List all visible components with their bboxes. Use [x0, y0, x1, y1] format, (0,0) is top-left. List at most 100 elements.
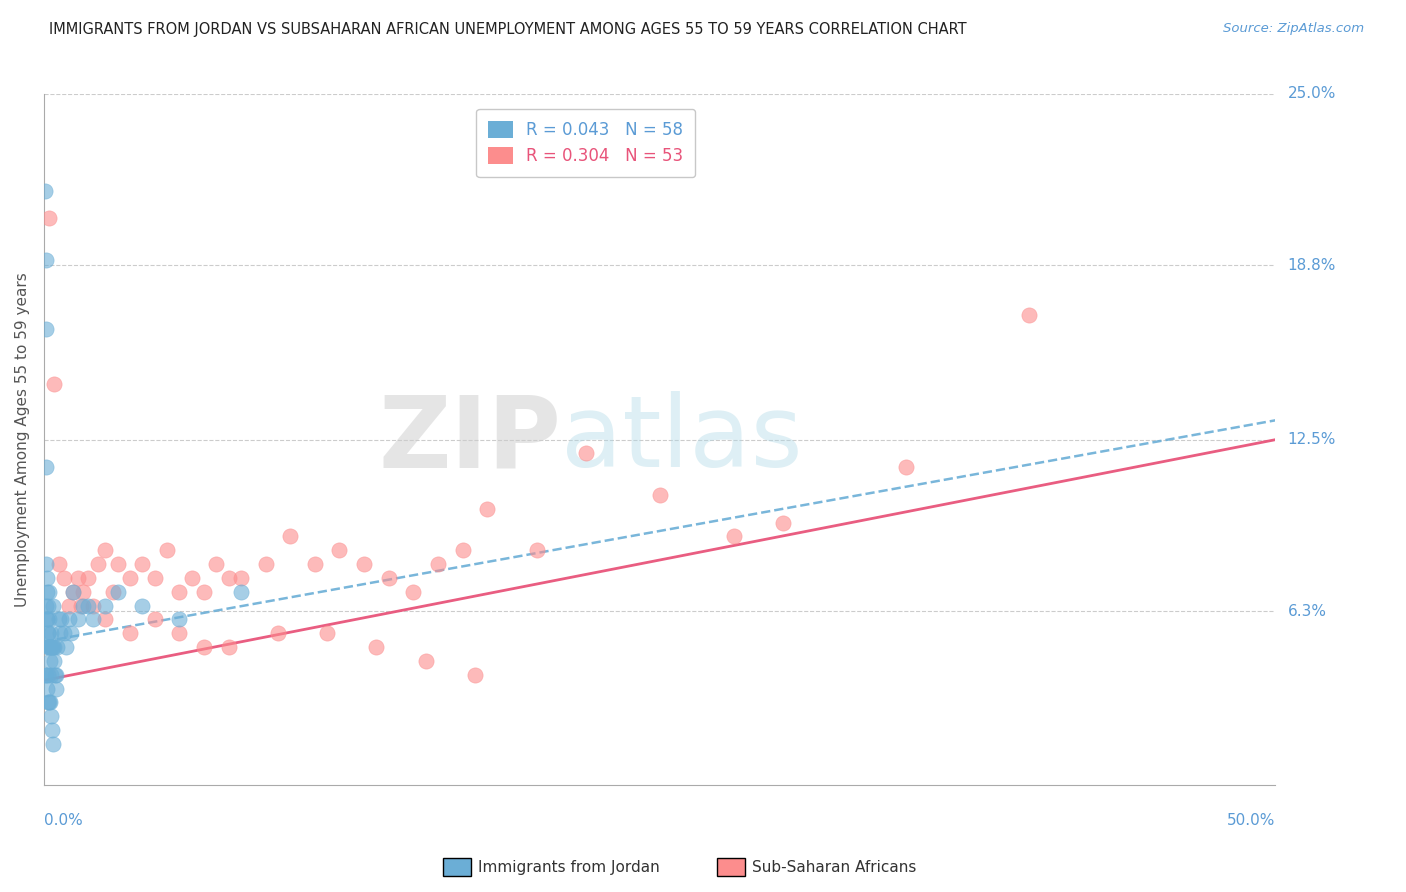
Point	[59, 626, 82, 640]
Point	[77, 599, 100, 613]
Point	[58, 599, 80, 613]
Point	[35, 460, 58, 475]
Point	[278, 529, 301, 543]
Point	[267, 626, 290, 640]
Point	[49, 626, 72, 640]
Point	[427, 557, 450, 571]
Point	[62, 584, 84, 599]
Point	[193, 640, 215, 654]
Text: Immigrants from Jordan: Immigrants from Jordan	[478, 860, 659, 874]
Point	[94, 599, 117, 613]
Legend: R = 0.043   N = 58, R = 0.304   N = 53: R = 0.043 N = 58, R = 0.304 N = 53	[477, 109, 695, 178]
Point	[193, 584, 215, 599]
Point	[402, 584, 425, 599]
Point	[72, 584, 94, 599]
Point	[39, 696, 62, 710]
Point	[34, 184, 56, 198]
Text: atlas: atlas	[561, 392, 803, 488]
Point	[82, 599, 104, 613]
Point	[34, 252, 56, 267]
Point	[464, 668, 486, 682]
Point	[37, 626, 59, 640]
Point	[41, 599, 63, 613]
Point	[156, 543, 179, 558]
Text: 25.0%: 25.0%	[1288, 87, 1336, 102]
Text: 18.8%: 18.8%	[1288, 258, 1336, 273]
Point	[35, 557, 58, 571]
Point	[52, 626, 75, 640]
Point	[218, 640, 240, 654]
Point	[366, 640, 388, 654]
Point	[69, 599, 91, 613]
Point	[37, 640, 59, 654]
Point	[218, 571, 240, 585]
Text: 6.3%: 6.3%	[1288, 604, 1327, 619]
Point	[41, 640, 63, 654]
Point	[44, 654, 66, 668]
Point	[377, 571, 399, 585]
Point	[55, 640, 77, 654]
Point	[37, 696, 59, 710]
Point	[41, 723, 63, 738]
Point	[42, 377, 65, 392]
Point	[35, 599, 58, 613]
Point	[131, 599, 153, 613]
Text: 12.5%: 12.5%	[1288, 432, 1336, 447]
Point	[35, 584, 58, 599]
Point	[120, 571, 142, 585]
Point	[38, 640, 60, 654]
Point	[120, 626, 142, 640]
Point	[723, 529, 745, 543]
Point	[72, 599, 94, 613]
Point	[39, 640, 62, 654]
Point	[37, 599, 59, 613]
Point	[169, 612, 191, 626]
Point	[328, 543, 350, 558]
Text: 0.0%: 0.0%	[44, 814, 83, 828]
Point	[35, 322, 58, 336]
Point	[44, 668, 66, 682]
Point	[304, 557, 326, 571]
Point	[648, 488, 671, 502]
Point	[94, 612, 117, 626]
Point	[35, 571, 58, 585]
Text: ZIP: ZIP	[378, 392, 561, 488]
Point	[49, 612, 72, 626]
Point	[58, 612, 80, 626]
Point	[77, 571, 100, 585]
Point	[107, 584, 129, 599]
Point	[42, 640, 65, 654]
Point	[52, 571, 75, 585]
Point	[169, 584, 191, 599]
Point	[316, 626, 339, 640]
Point	[101, 584, 124, 599]
Point	[45, 668, 67, 682]
Point	[254, 557, 277, 571]
Point	[67, 612, 90, 626]
Point	[143, 612, 166, 626]
Y-axis label: Unemployment Among Ages 55 to 59 years: Unemployment Among Ages 55 to 59 years	[15, 272, 30, 607]
Point	[894, 460, 917, 475]
Point	[35, 668, 58, 682]
Point	[42, 737, 65, 751]
Point	[82, 612, 104, 626]
Text: 50.0%: 50.0%	[1227, 814, 1275, 828]
Point	[38, 211, 60, 226]
Point	[451, 543, 474, 558]
Point	[772, 516, 794, 530]
Point	[62, 584, 84, 599]
Point	[131, 557, 153, 571]
Point	[180, 571, 202, 585]
Text: IMMIGRANTS FROM JORDAN VS SUBSAHARAN AFRICAN UNEMPLOYMENT AMONG AGES 55 TO 59 YE: IMMIGRANTS FROM JORDAN VS SUBSAHARAN AFR…	[49, 22, 967, 37]
Point	[38, 696, 60, 710]
Point	[143, 571, 166, 585]
Point	[38, 612, 60, 626]
Point	[575, 446, 598, 460]
Point	[42, 640, 65, 654]
Point	[48, 557, 70, 571]
Text: Source: ZipAtlas.com: Source: ZipAtlas.com	[1223, 22, 1364, 36]
Text: Sub-Saharan Africans: Sub-Saharan Africans	[752, 860, 917, 874]
Point	[35, 612, 58, 626]
Point	[169, 626, 191, 640]
Point	[37, 612, 59, 626]
